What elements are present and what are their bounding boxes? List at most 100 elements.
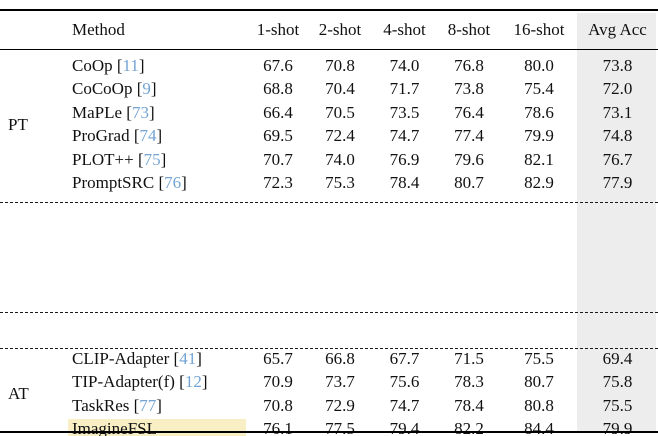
value: 74.7 <box>389 126 420 146</box>
value-cell-2-shot: 77.5 <box>308 419 372 436</box>
value: 84.4 <box>524 419 554 436</box>
value: 70.5 <box>325 102 355 122</box>
value-cell-8-shot: 82.2 <box>437 419 501 436</box>
value-cell-4-shot: 78.4 <box>372 173 437 193</box>
value: 75.8 <box>602 372 633 392</box>
method-name: CoCoOp <box>72 79 133 99</box>
value: 80.8 <box>524 395 554 415</box>
value: 76.4 <box>454 102 484 122</box>
value-cell-avg-acc: 75.8 <box>577 372 658 392</box>
method-name: CLIP-Adapter <box>72 348 170 368</box>
value-cell-2-shot: 75.3 <box>308 173 372 193</box>
value: 73.5 <box>389 102 420 122</box>
method-cell: ImagineFSL <box>68 419 246 436</box>
value-cell-1-shot: 76.1 <box>248 419 308 436</box>
table-row: TIP-Adapter(f) [12] 70.9 73.7 75.6 78.3 … <box>0 371 658 395</box>
value: 70.7 <box>263 149 293 169</box>
value-cell-avg-acc: 72.0 <box>577 79 658 99</box>
section-group-label: AT <box>8 384 29 403</box>
method-cell: CoCoOp [9] <box>68 79 246 99</box>
section-adapter-tuning: CLIP-Adapter [41] 65.7 66.8 67.7 71.5 75… <box>0 347 658 436</box>
table-row: PromptSRC [76] 72.3 75.3 78.4 80.7 82.9 … <box>0 172 658 196</box>
value: 79.9 <box>602 420 634 436</box>
value-cell-2-shot: 72.9 <box>308 396 372 416</box>
value: 73.8 <box>454 79 484 99</box>
value: 82.9 <box>524 173 554 193</box>
value-cell-1-shot: 69.5 <box>248 126 308 146</box>
method-cell: PLOT++ [75] <box>68 150 246 170</box>
value: 67.7 <box>389 348 420 368</box>
value: 80.0 <box>524 55 554 75</box>
col-header-1-shot: 1-shot <box>256 20 300 39</box>
value: 66.8 <box>325 348 355 368</box>
value-cell-16-shot: 80.8 <box>501 396 577 416</box>
table-row: ProGrad [74] 69.5 72.4 74.7 77.4 79.9 74… <box>0 125 658 149</box>
method-cell: TIP-Adapter(f) [12] <box>68 372 246 392</box>
col-header-avg-acc: Avg Acc <box>588 20 647 39</box>
value-cell-4-shot: 73.5 <box>372 103 437 123</box>
value-cell-4-shot: 71.7 <box>372 79 437 99</box>
value-cell-16-shot: 75.4 <box>501 79 577 99</box>
value: 66.4 <box>263 102 293 122</box>
value: 76.9 <box>389 149 420 169</box>
value: 77.5 <box>324 420 356 436</box>
value-cell-avg-acc: 73.1 <box>577 103 658 123</box>
citation-number: 73 <box>131 102 149 122</box>
value: 69.5 <box>263 126 293 146</box>
value-cell-1-shot: 70.8 <box>248 396 308 416</box>
value: 80.7 <box>524 372 554 392</box>
value: 77.9 <box>602 173 633 193</box>
value-cell-1-shot: 67.6 <box>248 56 308 76</box>
citation-number: 77 <box>139 395 157 415</box>
table-row: PLOT++ [75] 70.7 74.0 76.9 79.6 82.1 76.… <box>0 148 658 172</box>
value-cell-1-shot: 66.4 <box>248 103 308 123</box>
method-name: TaskRes <box>72 395 130 415</box>
value: 76.1 <box>262 420 294 436</box>
value-cell-16-shot: 82.9 <box>501 173 577 193</box>
citation-number: 74 <box>139 126 157 146</box>
col-header-method: Method <box>72 20 125 39</box>
value-cell-8-shot: 79.6 <box>437 150 501 170</box>
value-cell-1-shot: 65.7 <box>248 349 308 369</box>
table-row: TaskRes [77] 70.8 72.9 74.7 78.4 80.8 75… <box>0 394 658 418</box>
dashed-divider-2 <box>0 311 658 313</box>
value-cell-2-shot: 72.4 <box>308 126 372 146</box>
citation: [74] <box>129 126 163 146</box>
method-name: CoOp <box>72 55 113 75</box>
value: 74.0 <box>325 149 355 169</box>
col-header-8-shot: 8-shot <box>447 20 491 39</box>
value: 78.3 <box>454 372 484 392</box>
value: 82.2 <box>453 420 485 436</box>
value: 74.0 <box>389 55 420 75</box>
value-cell-2-shot: 74.0 <box>308 150 372 170</box>
table-row: ImagineFSL 76.1 77.5 79.4 82.2 84.4 79.9 <box>0 418 658 436</box>
value-cell-avg-acc: 73.8 <box>577 56 658 76</box>
value-cell-16-shot: 75.5 <box>501 349 577 369</box>
value: 75.6 <box>389 372 420 392</box>
method-cell: PromptSRC [76] <box>68 173 246 193</box>
value: 75.5 <box>602 395 633 415</box>
value-cell-16-shot: 79.9 <box>501 126 577 146</box>
value: 69.4 <box>602 348 633 368</box>
value: 74.8 <box>602 126 633 146</box>
table-row: CoCoOp [9] 68.8 70.4 71.7 73.8 75.4 72.0 <box>0 78 658 102</box>
value-cell-4-shot: 74.7 <box>372 396 437 416</box>
value-cell-8-shot: 76.8 <box>437 56 501 76</box>
value-cell-16-shot: 80.0 <box>501 56 577 76</box>
value: 72.9 <box>325 395 355 415</box>
value: 77.4 <box>454 126 484 146</box>
value-cell-2-shot: 70.8 <box>308 56 372 76</box>
dashed-divider-1 <box>0 201 658 203</box>
method-cell: MaPLe [73] <box>68 103 246 123</box>
dashed-divider-3 <box>0 347 658 349</box>
value-cell-1-shot: 72.3 <box>248 173 308 193</box>
value: 76.8 <box>454 55 484 75</box>
value-cell-2-shot: 70.5 <box>308 103 372 123</box>
value-cell-2-shot: 73.7 <box>308 372 372 392</box>
value: 71.5 <box>454 348 484 368</box>
value: 75.3 <box>325 173 355 193</box>
citation: [77] <box>129 395 162 415</box>
value-cell-8-shot: 78.4 <box>437 396 501 416</box>
value-cell-1-shot: 68.8 <box>248 79 308 99</box>
value: 78.6 <box>524 102 554 122</box>
